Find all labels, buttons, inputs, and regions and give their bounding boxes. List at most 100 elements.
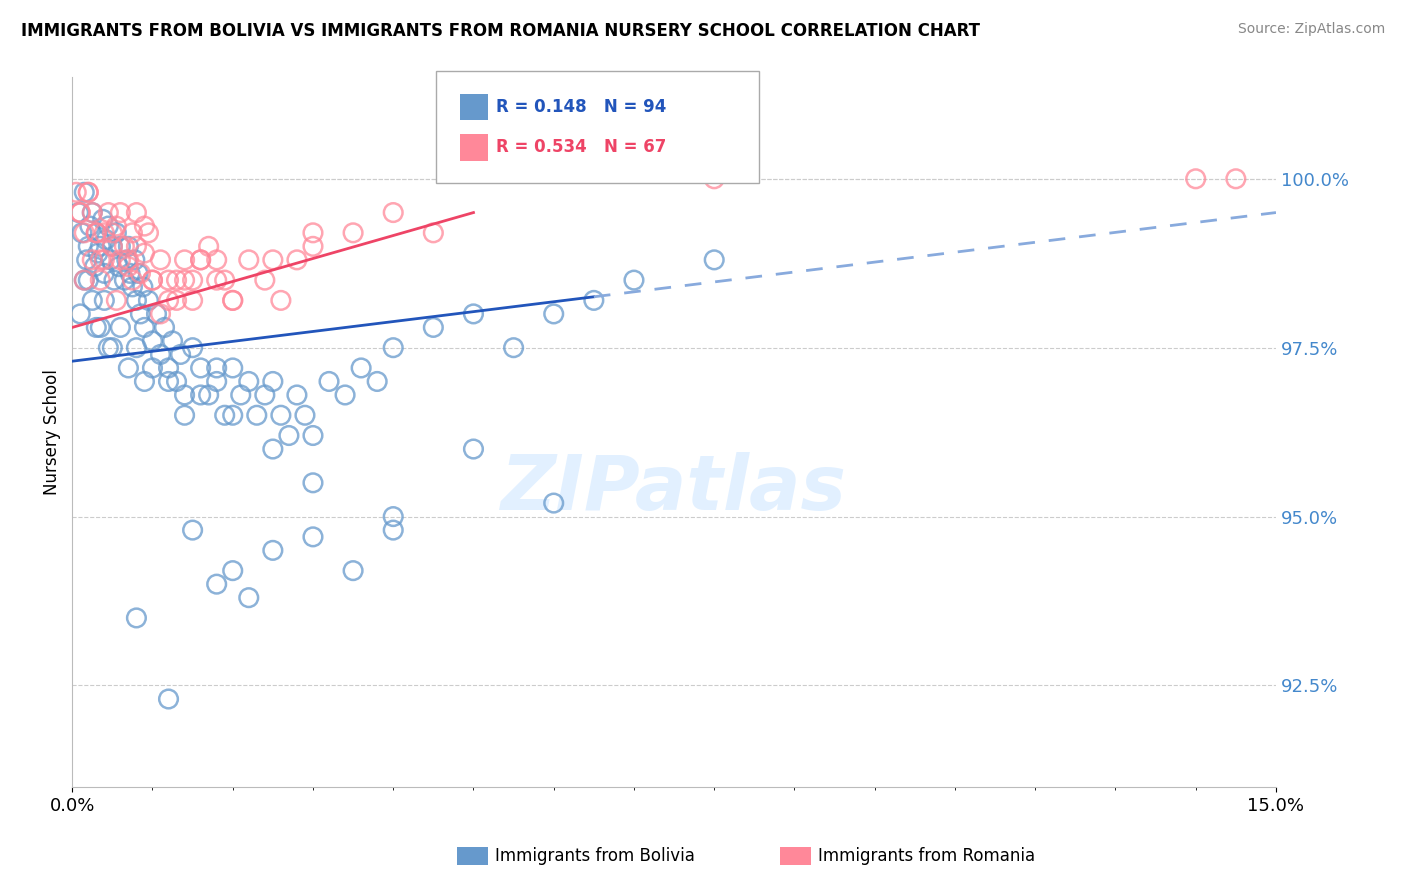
Point [141,334,163,348]
Point [350,361,373,376]
Y-axis label: Nursery School: Nursery School [44,369,60,495]
Point [285,388,308,402]
Point [205,252,228,267]
Point [190,361,212,376]
Point [173,273,195,287]
Point [169,347,191,361]
Point [89,273,111,287]
Point [115,252,138,267]
Point [110,239,132,253]
Point [97,205,120,219]
Text: Immigrants from Bolivia: Immigrants from Bolivia [495,847,695,865]
Point [141,361,163,376]
Point [125,611,148,625]
Point [93,226,115,240]
Point [82,293,104,308]
Point [138,226,160,240]
Point [76,252,98,267]
Point [246,409,269,423]
Point [205,375,228,389]
Point [190,252,212,267]
Point [117,260,139,274]
Point [1225,171,1247,186]
Point [157,293,180,308]
Point [205,273,228,287]
Point [173,388,195,402]
Point [125,239,148,253]
Point [302,428,325,442]
Point [262,252,284,267]
Point [422,226,444,240]
Point [238,375,260,389]
Text: ZIPatlas: ZIPatlas [501,452,846,526]
Point [138,293,160,308]
Point [190,252,212,267]
Point [285,252,308,267]
Point [110,252,132,267]
Point [125,293,148,308]
Point [112,273,135,287]
Point [70,226,93,240]
Point [141,273,163,287]
Point [77,186,100,200]
Point [73,273,96,287]
Point [132,280,155,294]
Point [382,205,405,219]
Point [134,320,156,334]
Point [103,273,125,287]
Point [97,219,120,233]
Point [205,361,228,376]
Point [117,361,139,376]
Point [89,239,111,253]
Point [270,293,292,308]
Point [82,205,104,219]
Point [117,239,139,253]
Point [69,205,91,219]
Point [222,293,245,308]
Point [117,252,139,267]
Point [166,273,188,287]
Point [105,226,128,240]
Text: Immigrants from Romania: Immigrants from Romania [818,847,1035,865]
Point [382,341,405,355]
Point [173,409,195,423]
Point [125,341,148,355]
Point [67,205,90,219]
Point [110,320,132,334]
Point [93,293,115,308]
Point [166,293,188,308]
Point [162,334,184,348]
Point [181,341,204,355]
Point [107,260,129,274]
Point [302,226,325,240]
Text: R = 0.148   N = 94: R = 0.148 N = 94 [496,98,666,116]
Point [214,273,236,287]
Point [110,205,132,219]
Point [101,239,124,253]
Point [73,273,96,287]
Point [181,273,204,287]
Point [149,252,172,267]
Point [318,375,340,389]
Point [463,442,485,456]
Point [149,307,172,321]
Point [157,692,180,706]
Text: Source: ZipAtlas.com: Source: ZipAtlas.com [1237,22,1385,37]
Point [253,388,276,402]
Point [253,273,276,287]
Point [222,564,245,578]
Point [73,226,96,240]
Point [302,475,325,490]
Point [125,205,148,219]
Point [89,252,111,267]
Point [382,523,405,537]
Point [101,341,124,355]
Point [181,293,204,308]
Point [82,205,104,219]
Point [222,409,245,423]
Point [197,239,219,253]
Point [79,219,101,233]
Point [69,205,91,219]
Point [124,252,146,267]
Point [166,375,188,389]
